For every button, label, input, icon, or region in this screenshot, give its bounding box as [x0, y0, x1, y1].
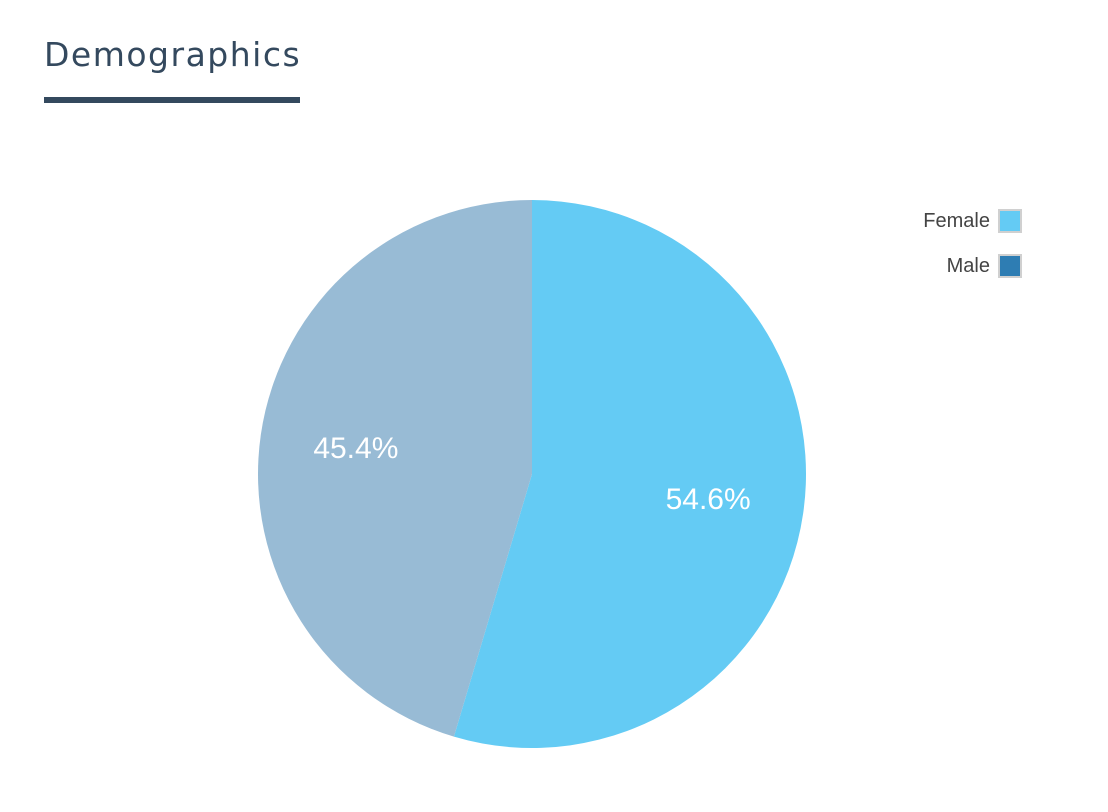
pie-slices [258, 200, 807, 749]
legend-swatch-female [998, 209, 1022, 233]
legend-item-female[interactable]: Female [923, 207, 1022, 235]
slice-label-male: 45.4% [313, 432, 398, 465]
slice-label-female: 54.6% [666, 483, 751, 516]
title-underline [44, 97, 300, 103]
pie-labels: 54.6% 45.4% [313, 432, 750, 516]
chart-legend: Female Male [923, 207, 1022, 297]
legend-item-male[interactable]: Male [923, 252, 1022, 280]
legend-swatch-male [998, 254, 1022, 278]
page-title: Demographics [44, 35, 302, 74]
legend-label-female: Female [923, 209, 990, 232]
pie-slice-female[interactable] [453, 200, 807, 749]
legend-label-male: Male [946, 254, 990, 277]
pie-slice-male[interactable] [258, 200, 532, 737]
section-header: Demographics [44, 32, 302, 103]
